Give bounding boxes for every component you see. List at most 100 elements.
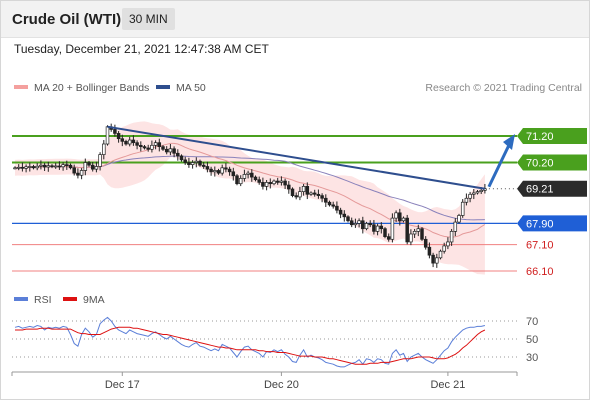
candle-body (146, 147, 150, 150)
candle-body (287, 184, 291, 190)
candle (20, 162, 25, 172)
candle-body (98, 154, 102, 167)
downtrend-line (107, 125, 486, 190)
candle-body (331, 204, 335, 207)
candle (61, 162, 65, 171)
candle-body (120, 138, 125, 142)
candle (87, 160, 91, 167)
candle-body (124, 141, 128, 145)
candle-body (35, 165, 39, 169)
candle-body (427, 246, 432, 256)
instrument-title: Crude Oil (WTI) (12, 11, 122, 28)
candle (342, 210, 347, 222)
candle-body (390, 217, 395, 240)
candle (150, 140, 154, 153)
candle-body (13, 167, 17, 170)
candle (309, 191, 313, 196)
candle (472, 189, 476, 200)
candle (176, 149, 180, 161)
candle-body (65, 164, 69, 166)
candle-body (409, 233, 413, 243)
candle (238, 175, 243, 187)
candle-body (453, 221, 458, 232)
chart-header: Crude Oil (WTI) 30 MIN (1, 1, 589, 38)
candle (209, 166, 213, 176)
timeframe-button[interactable]: 30 MIN (122, 8, 175, 30)
candle-body (468, 193, 472, 199)
candle-body (139, 144, 143, 147)
candle (283, 178, 287, 189)
candle (46, 161, 51, 172)
candle (460, 199, 465, 218)
level-label-70-20: 70.20 (526, 158, 554, 170)
candle-body (216, 170, 221, 174)
candle (349, 217, 354, 228)
candle (305, 182, 310, 200)
candle-body (272, 180, 276, 185)
candle-body (394, 212, 398, 219)
candle (353, 218, 358, 228)
ma9-legend-swatch (63, 297, 77, 301)
candle (361, 216, 365, 234)
candle (98, 152, 102, 171)
candle (28, 162, 32, 172)
candle-body (183, 159, 187, 163)
candle (438, 249, 443, 260)
level-label-71-20: 71.20 (526, 131, 554, 143)
candle-body (50, 165, 54, 168)
candle-body (79, 170, 84, 176)
candle (179, 154, 184, 162)
candle-body (83, 162, 88, 171)
candle-body (457, 215, 461, 223)
candle (120, 134, 125, 147)
candle (301, 183, 306, 196)
candle (161, 145, 165, 151)
x-tick-label: Dec 17 (105, 379, 140, 391)
candlesticks (13, 123, 487, 268)
candle (146, 144, 150, 152)
candle (416, 224, 421, 237)
candle-body (290, 188, 295, 196)
candle (335, 201, 339, 214)
candle (386, 233, 391, 242)
candle (468, 191, 472, 203)
candle (220, 164, 224, 176)
candle (94, 161, 99, 173)
bollinger-band-area (15, 121, 485, 275)
candle (357, 218, 361, 228)
candle (102, 140, 106, 160)
candle (190, 160, 195, 169)
candle-body (116, 133, 121, 140)
candle (372, 219, 376, 235)
ma9-legend-label: 9MA (83, 294, 105, 306)
candle-body (242, 174, 247, 179)
candle (338, 207, 343, 219)
candle-body (438, 250, 443, 259)
level-label-69-21: 69.21 (526, 184, 554, 196)
candle (90, 162, 95, 172)
candle-body (398, 212, 402, 222)
candle-body (172, 148, 176, 154)
candle-body (257, 179, 261, 183)
candle-body (386, 236, 391, 240)
candle (131, 135, 136, 146)
candle (216, 168, 221, 175)
candle (187, 157, 191, 168)
candle (13, 166, 17, 170)
candle (201, 162, 206, 169)
candle-body (298, 191, 302, 198)
candle (287, 181, 291, 194)
level-label-66-10: 66.10 (526, 266, 554, 278)
target-arrow-shaft (487, 144, 511, 188)
candle-body (102, 143, 106, 155)
candle-body (431, 254, 435, 264)
candle (235, 174, 239, 186)
candle-body (449, 231, 454, 243)
candle-body (220, 167, 224, 174)
candle-body (127, 139, 132, 145)
candle (105, 125, 110, 146)
level-label-67-90: 67.90 (526, 218, 554, 230)
candle-body (250, 172, 254, 178)
candle-body (90, 164, 95, 170)
